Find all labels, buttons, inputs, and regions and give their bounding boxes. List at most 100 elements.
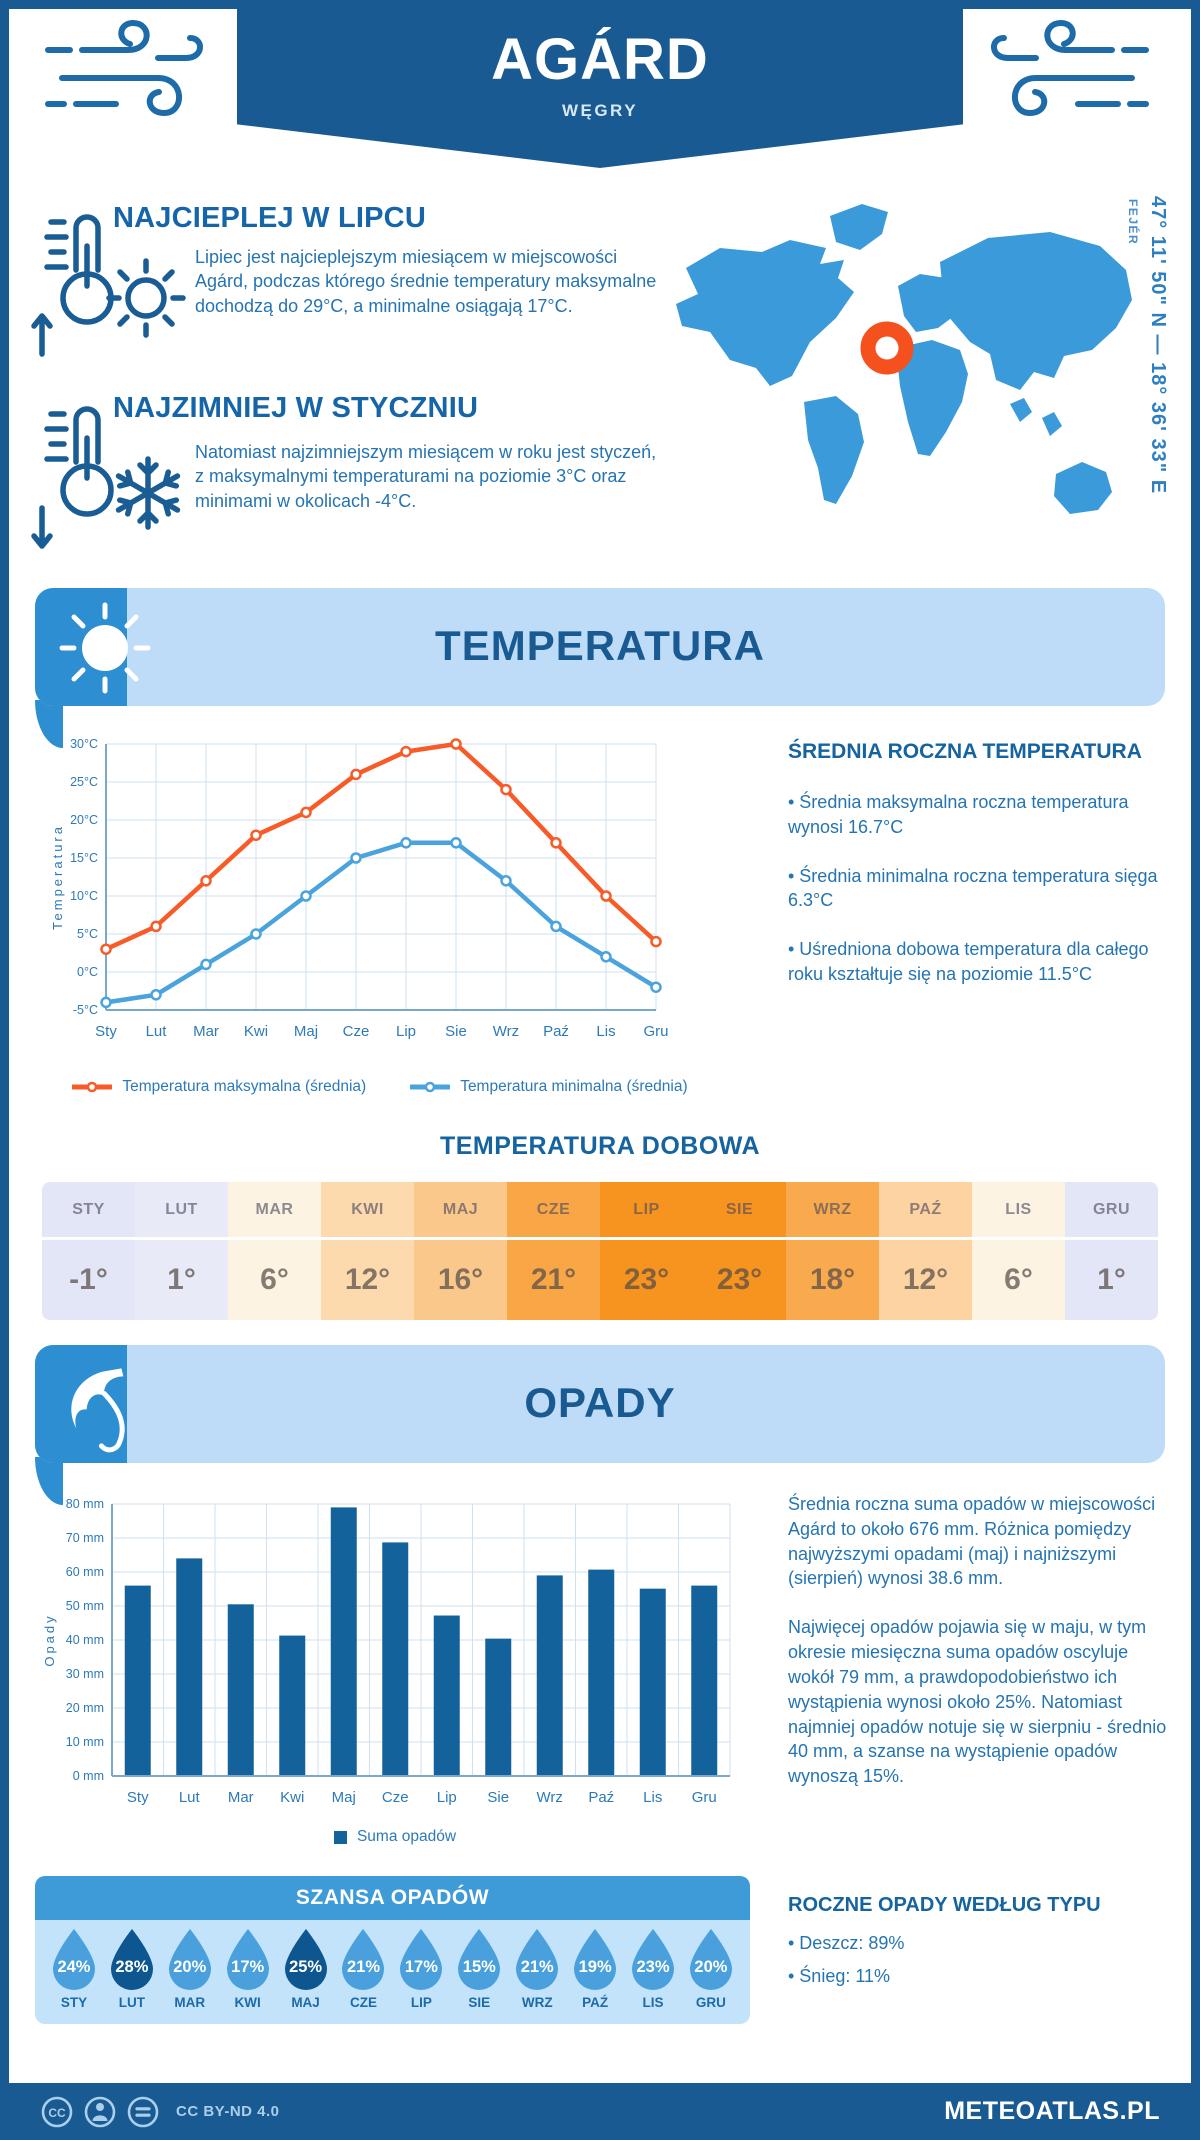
svg-text:Opady: Opady bbox=[42, 1613, 57, 1666]
water-drop-icon bbox=[168, 1929, 211, 1990]
header-banner: AGÁRD WĘGRY bbox=[237, 0, 963, 168]
svg-text:Sie: Sie bbox=[487, 1789, 509, 1806]
svg-text:Kwi: Kwi bbox=[280, 1789, 304, 1806]
svg-text:Wrz: Wrz bbox=[537, 1789, 563, 1806]
svg-text:Gru: Gru bbox=[643, 1023, 668, 1040]
chance-month: STY bbox=[60, 1995, 88, 2010]
precipitation-banner-title: OPADY bbox=[524, 1379, 676, 1426]
water-drop-icon bbox=[342, 1929, 385, 1990]
water-drop-icon bbox=[52, 1929, 95, 1990]
svg-text:CC: CC bbox=[48, 2106, 66, 2120]
precipitation-paragraph: Średnia roczna suma opadów w miejscowośc… bbox=[788, 1494, 1156, 1589]
svg-text:Kwi: Kwi bbox=[244, 1023, 268, 1040]
svg-text:Lip: Lip bbox=[396, 1023, 416, 1040]
precipitation-by-type-title: ROCZNE OPADY WEDŁUG TYPU bbox=[788, 1894, 1101, 1916]
svg-text:Wrz: Wrz bbox=[493, 1023, 519, 1040]
daily-month: SIE bbox=[693, 1182, 786, 1240]
svg-text:Sie: Sie bbox=[445, 1023, 467, 1040]
chance-month: LIP bbox=[410, 1995, 432, 2010]
precipitation-banner: OPADY bbox=[35, 1345, 1165, 1463]
sun-icon bbox=[59, 602, 151, 694]
svg-text:Lip: Lip bbox=[437, 1789, 457, 1806]
cc-icon: CC bbox=[41, 2096, 73, 2127]
person-icon bbox=[84, 2096, 116, 2127]
svg-text:10 mm: 10 mm bbox=[66, 1735, 104, 1749]
page-title: AGÁRD bbox=[491, 27, 709, 92]
chance-month: LIS bbox=[642, 1995, 664, 2010]
svg-text:60 mm: 60 mm bbox=[66, 1565, 104, 1579]
svg-text:5°C: 5°C bbox=[77, 927, 98, 941]
precipitation-chance-drops: 24% STY 28% LUT 20% MAR 17% KWI 25% MAJ 21% CZE 17% L… bbox=[35, 1920, 750, 2024]
daily-value: 1° bbox=[1065, 1240, 1158, 1320]
chance-percent: 28% bbox=[115, 1958, 149, 1976]
daily-temperature-title: TEMPERATURA DOBOWA bbox=[439, 1132, 761, 1160]
precipitation-summary: Średnia roczna suma opadów w miejscowośc… bbox=[788, 1492, 1172, 1813]
legend-item: Suma opadów bbox=[333, 1828, 456, 1846]
precipitation-chance-drop: 20% MAR bbox=[165, 1928, 215, 2010]
annual-temperature-bullet: • Średnia minimalna roczna temperatura s… bbox=[788, 865, 1158, 911]
svg-text:20°C: 20°C bbox=[70, 813, 98, 827]
daily-value: 12° bbox=[321, 1240, 414, 1320]
chance-month: MAJ bbox=[291, 1995, 320, 2010]
svg-text:Gru: Gru bbox=[692, 1789, 717, 1806]
daily-value: 6° bbox=[972, 1240, 1065, 1320]
temperature-banner: TEMPERATURA bbox=[35, 588, 1165, 706]
precipitation-chart: 0 mm 10 mm 20 mm 30 mm 40 mm 50 mm 60 mm 70 mm 8… bbox=[40, 1484, 750, 1829]
precipitation-chart-legend: Suma opadów bbox=[40, 1828, 750, 1846]
location-marker bbox=[860, 321, 914, 375]
svg-text:Paź: Paź bbox=[543, 1023, 569, 1040]
chance-percent: 15% bbox=[462, 1958, 496, 1976]
daily-month: CZE bbox=[507, 1182, 600, 1240]
precipitation-chance-drop: 17% KWI bbox=[223, 1928, 273, 2010]
svg-text:Temperatura: Temperatura bbox=[50, 824, 65, 930]
svg-text:0 mm: 0 mm bbox=[73, 1769, 104, 1783]
daily-value: 23° bbox=[693, 1240, 786, 1320]
temperature-chart: -5°C 0°C 5°C 10°C 15°C 20°C 25°C 30°C Sty Lut Mar K… bbox=[50, 730, 670, 1065]
daily-value: 16° bbox=[414, 1240, 507, 1320]
svg-text:Lut: Lut bbox=[146, 1023, 168, 1040]
annual-temperature-bullet: • Średnia maksymalna roczna temperatura … bbox=[788, 792, 1129, 837]
annual-temperature-title: ŚREDNIA ROCZNA TEMPERATURA bbox=[788, 740, 1142, 763]
svg-text:50 mm: 50 mm bbox=[66, 1599, 104, 1613]
svg-text:30 mm: 30 mm bbox=[66, 1667, 104, 1681]
chance-month: KWI bbox=[234, 1995, 261, 2010]
chance-percent: 20% bbox=[173, 1958, 207, 1976]
svg-text:Lut: Lut bbox=[179, 1789, 201, 1806]
page-subtitle: WĘGRY bbox=[561, 101, 639, 120]
svg-text:Sty: Sty bbox=[95, 1023, 117, 1040]
chance-percent: 24% bbox=[57, 1958, 91, 1976]
daily-month: WRZ bbox=[786, 1182, 879, 1240]
annual-temperature-bullet: • Uśredniona dobowa temperatura dla całe… bbox=[788, 939, 1149, 985]
chance-percent: 23% bbox=[636, 1958, 670, 1976]
precipitation-type-item: • Śnieg: 11% bbox=[788, 1966, 891, 1986]
wind-icon bbox=[45, 19, 203, 117]
daily-month: GRU bbox=[1065, 1182, 1158, 1240]
daily-month: PAŹ bbox=[879, 1182, 972, 1240]
water-drop-icon bbox=[110, 1929, 153, 1990]
svg-text:20 mm: 20 mm bbox=[66, 1701, 104, 1715]
daily-month: MAR bbox=[228, 1182, 321, 1240]
coordinates-label: 47° 11' 50" N — 18° 36' 33" E bbox=[1147, 196, 1169, 495]
svg-text:Paź: Paź bbox=[588, 1789, 614, 1806]
precipitation-chance-drop: 24% STY bbox=[49, 1928, 99, 2010]
brand-label: METEOATLAS.PL bbox=[944, 2097, 1160, 2125]
daily-value: 23° bbox=[600, 1240, 693, 1320]
precipitation-chance-drop: 21% WRZ bbox=[512, 1928, 562, 2010]
warm-section-text: Lipiec jest najcieplejszym miesiącem w m… bbox=[195, 247, 657, 316]
world-map bbox=[676, 204, 1132, 514]
temperature-banner-title: TEMPERATURA bbox=[435, 622, 765, 669]
water-drop-icon bbox=[574, 1929, 617, 1990]
svg-text:25°C: 25°C bbox=[70, 775, 98, 789]
license-label: CC BY-ND 4.0 bbox=[176, 2103, 280, 2120]
chance-percent: 20% bbox=[694, 1958, 728, 1976]
chance-month: CZE bbox=[349, 1995, 377, 2010]
precipitation-chance-drop: 19% PAŹ bbox=[570, 1928, 620, 2010]
water-drop-icon bbox=[689, 1929, 732, 1990]
chance-percent: 19% bbox=[578, 1958, 612, 1976]
svg-text:15°C: 15°C bbox=[70, 851, 98, 865]
legend-item: Temperatura minimalna (średnia) bbox=[410, 1078, 688, 1096]
chance-percent: 21% bbox=[520, 1958, 554, 1976]
precipitation-by-type: ROCZNE OPADY WEDŁUG TYPU • Deszcz: 89% •… bbox=[788, 1894, 1172, 1999]
svg-text:Sty: Sty bbox=[127, 1789, 149, 1806]
svg-text:Maj: Maj bbox=[332, 1789, 356, 1806]
